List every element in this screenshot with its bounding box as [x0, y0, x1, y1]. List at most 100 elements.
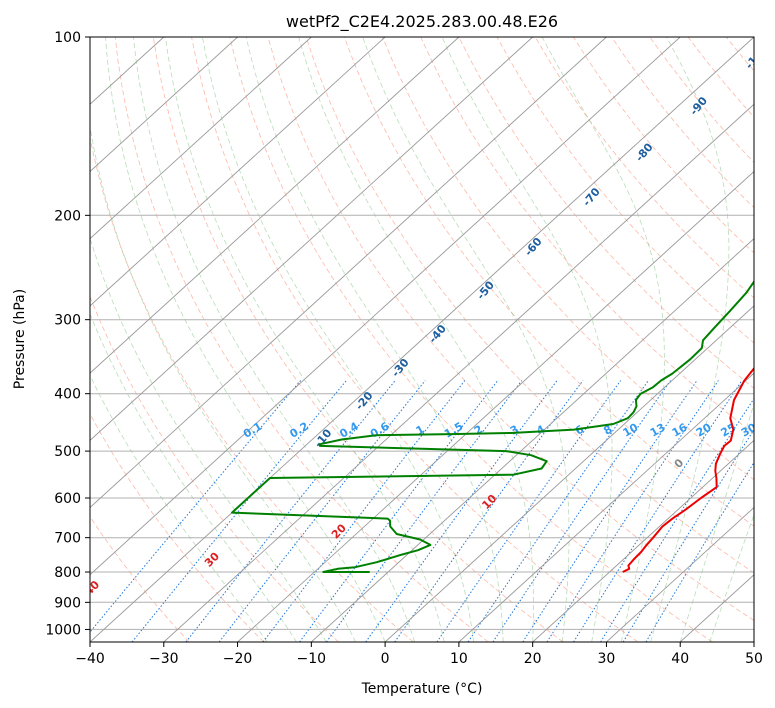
x-tick-label: 50	[745, 651, 763, 667]
y-tick-label: 800	[54, 565, 81, 581]
isotherm-line	[90, 37, 681, 576]
mixing-ratio-line	[325, 380, 523, 642]
moist-adiabat-line	[679, 402, 754, 642]
x-axis-label: Temperature (°C)	[361, 681, 483, 697]
isotherm-line	[606, 506, 754, 642]
y-axis-ticks: 100 200 300 400 500 600 700 800 900 1000	[45, 30, 90, 638]
moist-adiabat-line	[202, 37, 474, 642]
isotherm-line	[458, 372, 754, 642]
x-tick-label: −40	[75, 651, 105, 667]
dry-adiabat-line	[229, 37, 713, 642]
mixing-ratio-label: 0.2	[288, 420, 311, 441]
y-tick-label: 900	[54, 595, 81, 611]
x-tick-label: 40	[671, 651, 689, 667]
y-tick-label: 1000	[45, 622, 81, 638]
mixing-ratio-label: 10	[621, 421, 641, 440]
moist-adiabat-line	[105, 37, 386, 642]
isotherm-line	[90, 37, 312, 240]
y-tick-label: 300	[54, 313, 81, 329]
dry-adiabat-line	[267, 37, 754, 621]
dry-adiabat-label: -90	[687, 94, 710, 118]
mixing-ratio-label: 36	[759, 421, 775, 440]
y-axis-label: Pressure (hPa)	[12, 289, 28, 389]
mixing-ratio-label: 0.1	[241, 420, 264, 441]
chart-title: wetPf2_C2E4.2025.283.00.48.E26	[286, 12, 558, 32]
x-tick-label: −20	[223, 651, 253, 667]
y-tick-label: 500	[54, 444, 81, 460]
mixing-ratio-line	[492, 380, 671, 642]
y-tick-label: 200	[54, 208, 81, 224]
dry-adiabat-line	[725, 37, 754, 72]
mixing-ratio-line	[573, 380, 743, 642]
moist-adiabat-line	[298, 37, 534, 642]
mixing-ratio-line	[262, 380, 466, 642]
mixing-ratio-label: 16	[670, 421, 690, 440]
mixing-ratio-label: 13	[648, 421, 668, 440]
mixing-ratio-label: 25	[718, 421, 738, 440]
dry-adiabat-line	[90, 295, 339, 642]
isotherm-line	[90, 37, 460, 374]
x-axis-ticks: −40 −30 −20 −10 0 10 20 30 40 50	[75, 642, 763, 667]
dry-adiabat-line	[305, 37, 754, 574]
moist-adiabat-line	[541, 37, 665, 642]
mixing-ratio-line	[600, 397, 754, 642]
dry-adiabat-label: -50	[474, 278, 497, 302]
dry-adiabat-line	[649, 37, 754, 163]
mixing-ratio-label: 3	[508, 423, 521, 438]
isotherm-line	[90, 37, 386, 307]
isotherm-line	[90, 37, 534, 441]
isotherms-isobars	[90, 37, 754, 642]
mixing-ratio-line	[394, 380, 584, 642]
dry-adiabat-line	[573, 37, 754, 254]
isotherm-line	[532, 439, 754, 642]
plot-frame	[89, 36, 755, 643]
dry-adiabat-label: -30	[389, 356, 412, 380]
moist-adiabat-label: 40	[82, 578, 102, 598]
mixing-ratio-line	[467, 380, 649, 642]
isotherm-line	[384, 305, 754, 642]
dry-adiabat-line	[458, 37, 754, 389]
moist-adiabat-line	[245, 37, 504, 642]
dry-adiabat-line	[343, 37, 754, 527]
mixing-ratio-label: 20	[694, 421, 714, 440]
dry-adiabat-line	[114, 37, 489, 642]
moist-adiabat-line	[90, 312, 297, 642]
moist-adiabat-line	[650, 37, 730, 642]
y-tick-label: 400	[54, 387, 81, 403]
x-tick-label: 10	[450, 651, 468, 667]
x-tick-label: 20	[524, 651, 542, 667]
mixing-ratio-line	[131, 380, 347, 642]
dry-adiabat-label: -100	[743, 42, 771, 72]
temperature-profile-line	[622, 366, 754, 573]
mixing-ratio-label: 2	[472, 423, 485, 438]
isotherm-line	[90, 37, 607, 509]
dry-adiabat-line	[496, 37, 754, 344]
sounding-profiles	[231, 280, 754, 573]
dry-adiabat-line	[420, 37, 754, 435]
dry-adiabat-label: -40	[426, 322, 449, 346]
mixing-ratio-line	[365, 380, 558, 642]
dry-adiabat-line	[191, 37, 639, 642]
dry-adiabat-line	[687, 37, 754, 118]
moist-adiabat-line	[709, 513, 754, 642]
isotherm-line	[163, 103, 754, 642]
moist-adiabat-line	[90, 236, 327, 642]
y-tick-label: 600	[54, 491, 81, 507]
x-tick-label: 0	[381, 651, 390, 667]
isotherm-line	[237, 170, 754, 642]
dry-adiabat-label: -60	[522, 235, 545, 259]
isotherm-line	[753, 641, 754, 642]
moist-adiabat-label: 0	[672, 456, 687, 471]
y-tick-label: 100	[54, 30, 81, 46]
mixing-ratio-line	[436, 380, 622, 642]
dry-adiabat-line	[611, 37, 754, 209]
dry-adiabat-line	[90, 413, 265, 642]
moist-adiabat-label: 20	[329, 521, 349, 541]
mixing-ratio-label: 4	[534, 422, 547, 437]
moist-adiabat-line	[90, 124, 356, 642]
moist-adiabat-line	[441, 37, 613, 642]
moist-adiabat-label: 30	[202, 549, 222, 569]
dry-adiabat-line	[152, 37, 564, 642]
dry-adiabat-line	[764, 37, 775, 642]
